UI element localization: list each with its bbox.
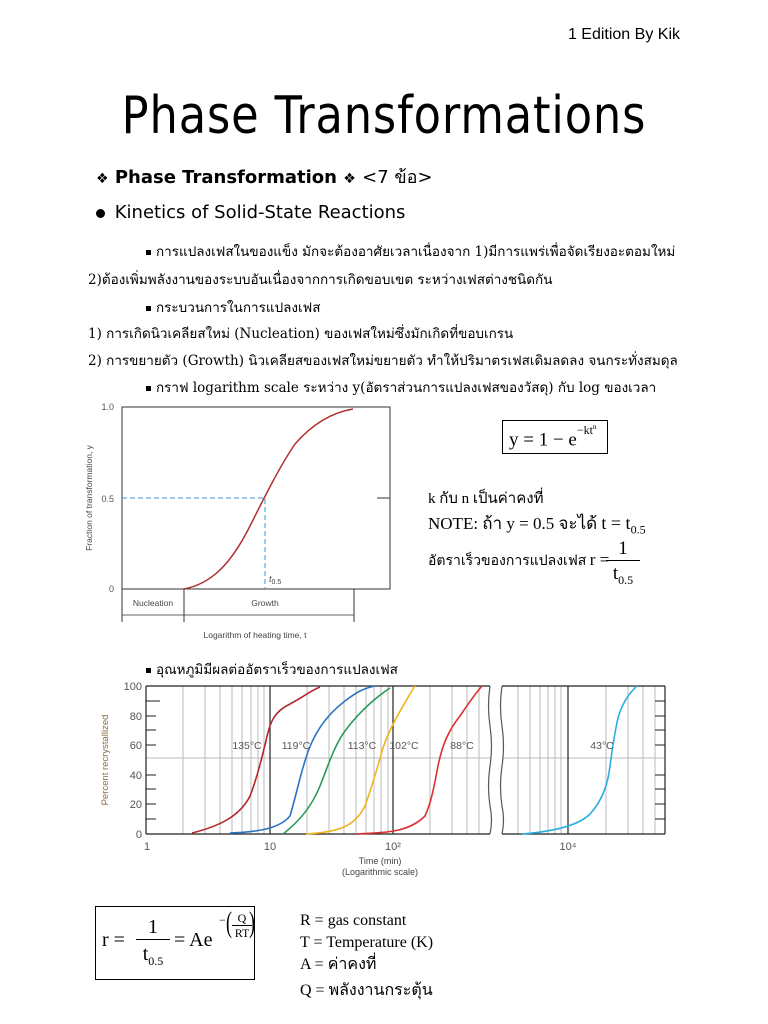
growth-label: Growth [251,598,279,608]
arrhenius-exp-minus: − [219,913,226,927]
rate-label: อัตราเร็วของการแปลงเฟส r = [428,550,609,572]
section-heading: ❖ Phase Transformation ❖ <7 ข้อ> [96,162,433,191]
def-t: T = Temperature (K) [300,934,434,951]
paragraph-1a: การแปลงเฟสในของแข็ง มักจะต้องอาศัยเวลาเน… [146,240,675,262]
exp-den: RT [234,926,250,940]
label-102c: 102°C [389,740,419,752]
arrhenius-fraction: 1 t0.5 [136,915,170,975]
note-prefix: NOTE: ถ้า y = 0.5 จะได้ [428,514,602,533]
transformation-curve-chart: 1.0 0.5 0 t0.5 Nucleation Growth Logarit… [84,402,391,640]
item-count: <7 ข้อ> [362,167,433,188]
paren-left: ( [226,906,232,939]
xtick-100: 10² [385,841,401,853]
def-a: A = ค่าคงที่ [300,956,377,973]
label-113c: 113°C [348,740,377,752]
paragraph-6: อุณหภูมิมีผลต่ออัตราเร็วของการแปลงเฟส [146,658,398,680]
paragraph-text: อุณหภูมิมีผลต่ออัตราเร็วของการแปลงเฟส [156,662,398,678]
edition-label: 1 Edition By Kik [567,26,680,43]
equation-lhs: y = 1 − e [509,429,577,451]
square-bullet-icon [146,668,151,673]
ytick-0: 0 [109,584,114,594]
ytick-1: 1.0 [101,402,114,412]
avrami-equation: y = 1 − e−ktn [509,423,596,451]
nucleation-label: Nucleation [133,598,173,608]
paragraph-text: กระบวนการในการแปลงเฟส [156,300,321,316]
rate-fraction: 1 t0.5 [606,538,640,593]
rate-r: r = [589,550,610,569]
constants-note: k กับ n เป็นค่าคงที่ [428,491,544,507]
paragraph-2: กระบวนการในการแปลงเฟส [146,296,320,318]
ytick-100: 100 [124,681,142,693]
equation-exponent-n: n [592,423,597,431]
def-r: R = gas constant [300,912,407,929]
variable-definitions: R = gas constant T = Temperature (K) A =… [300,910,433,1002]
arrhenius-den-sub: 0.5 [148,954,164,968]
arrhenius-equation-box: r = 1 t0.5 = Ae − ( Q RT ) [95,906,255,980]
label-88c: 88°C [450,740,474,752]
ytick-40: 40 [130,770,142,782]
square-bullet-icon [146,386,151,391]
x-axis-sublabel: (Logarithmic scale) [342,867,418,877]
ytick-20: 20 [130,799,142,811]
ytick-80: 80 [130,711,142,723]
label-43c: 43°C [590,740,614,752]
rate-label-text: อัตราเร็วของการแปลงเฟส [428,554,590,569]
xtick-1: 1 [144,841,150,853]
diamond-icon: ❖ [343,171,356,187]
y-axis-label: Fraction of transformation, y [84,444,94,551]
paragraph-1b: 2)ต้องเพิ่มพลังงานของระบบอันเนื่องจากการ… [88,272,553,288]
x-axis-label: Logarithm of heating time, t [203,630,307,640]
arrhenius-numerator: 1 [136,915,170,940]
xtick-10: 10 [264,841,276,853]
arrhenius-den-t: t [142,943,149,965]
def-q: Q = พลังงานกระตุ้น [300,982,433,999]
bullet-icon [96,208,105,218]
avrami-equation-box: y = 1 − e−ktn [502,420,608,454]
xtick-10000: 10⁴ [560,841,577,853]
subheading-text: Kinetics of Solid-State Reactions [114,202,406,223]
paragraph-text: กราฟ logarithm scale ระหว่าง y(อัตราส่วน… [156,380,657,396]
ytick-0: 0 [136,829,142,841]
rate-denominator: t0.5 [606,561,640,593]
paragraph-4: 2) การขยายตัว (Growth) นิวเคลียสของเฟสให… [88,353,678,369]
square-bullet-icon [146,306,151,311]
label-135c: 135°C [232,740,262,752]
paragraph-text: การแปลงเฟสในของแข็ง มักจะต้องอาศัยเวลาเน… [156,244,676,260]
rate-den-sub: 0.5 [618,572,634,587]
diamond-icon: ❖ [96,171,109,187]
page-title: Phase Transformations [121,86,647,146]
equation-exponent: −kt [576,423,593,437]
arrhenius-exp-fraction: Q RT [232,911,252,940]
paragraph-5: กราฟ logarithm scale ระหว่าง y(อัตราส่วน… [146,376,656,398]
x-axis-label: Time (min) [359,856,402,866]
rate-numerator: 1 [606,538,640,561]
subheading: Kinetics of Solid-State Reactions [96,202,405,223]
y-axis-label: Percent recrystallized [100,715,111,806]
ytick-05: 0.5 [101,494,114,504]
note-line: NOTE: ถ้า y = 0.5 จะได้ t = t0.5 [428,510,646,537]
recrystallization-chart: 100 80 60 40 20 0 1 10 10² 10⁴ Time (min… [100,681,666,877]
arrhenius-denominator: t0.5 [136,940,170,975]
ytick-60: 60 [130,740,142,752]
label-119c: 119°C [282,740,311,752]
arrhenius-r: r = [102,929,125,951]
note-t: t = t [601,513,631,533]
square-bullet-icon [146,250,151,255]
paren-right: ) [249,906,255,939]
exp-num: Q [232,911,252,926]
t05-label: t0.5 [269,574,281,586]
arrhenius-ae: = Ae [174,929,213,951]
section-heading-text: Phase Transformation [114,167,337,188]
note-sub: 0.5 [630,522,646,537]
paragraph-3: 1) การเกิดนิวเคลียสใหม่ (Nucleation) ของ… [88,326,514,342]
rate-den-t: t [612,563,619,584]
